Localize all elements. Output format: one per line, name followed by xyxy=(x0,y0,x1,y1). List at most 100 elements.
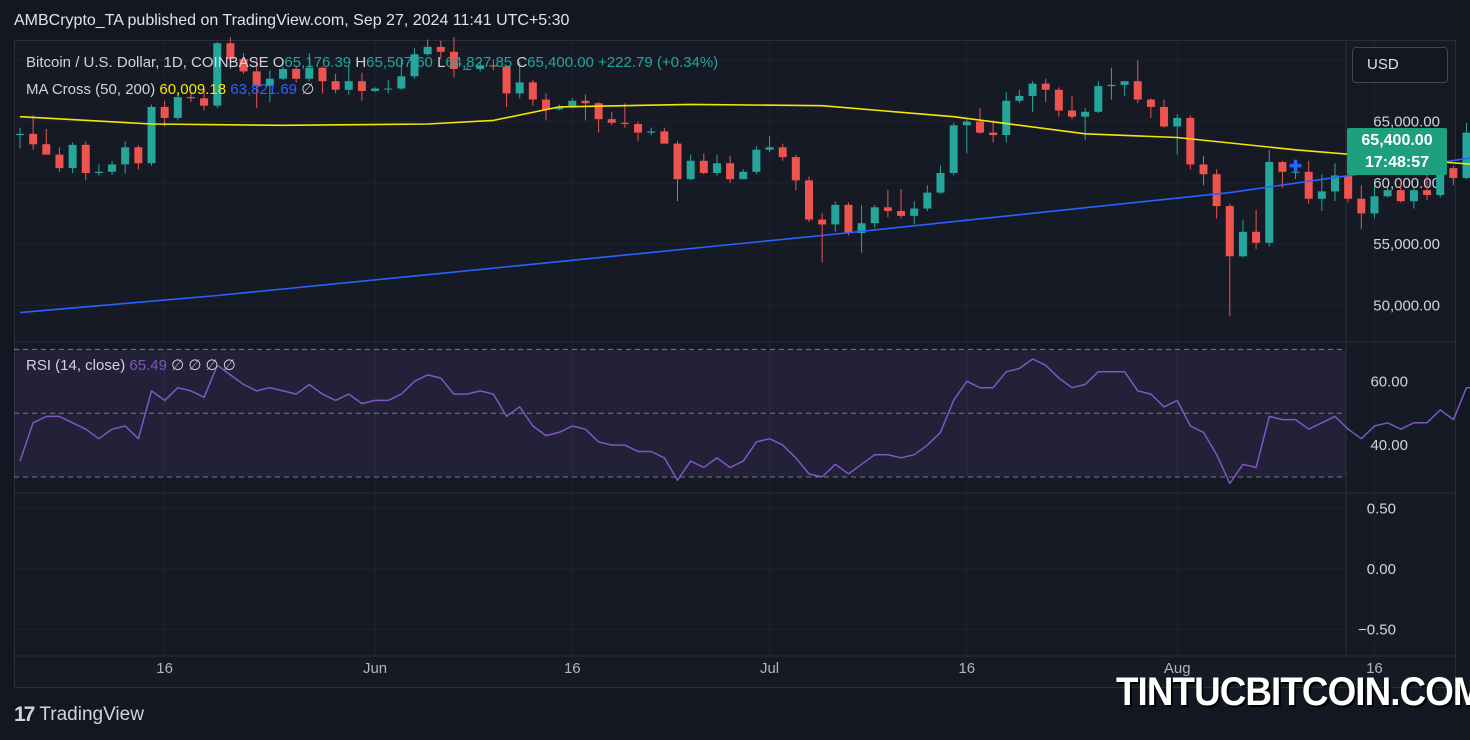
candle-body xyxy=(765,147,774,150)
candle-body xyxy=(292,68,301,79)
close-value: 65,400.00 xyxy=(527,54,594,71)
candle-body xyxy=(1212,174,1221,207)
candle-body xyxy=(344,81,353,90)
candle-countdown: 17:48:57 xyxy=(1364,154,1430,171)
candle-body xyxy=(739,171,748,180)
ma-legend[interactable]: MA Cross (50, 200) 60,009.18 63,821.69 ∅ xyxy=(26,80,314,98)
candle-body xyxy=(989,132,998,136)
symbol-legend[interactable]: Bitcoin / U.S. Dollar, 1D, COINBASE O 65,… xyxy=(26,54,718,71)
candle-body xyxy=(1462,132,1470,178)
candle-body xyxy=(331,81,340,90)
candle-body xyxy=(108,164,117,172)
candle-body xyxy=(962,121,971,126)
close-key: C xyxy=(516,54,528,71)
candle-body xyxy=(1331,175,1339,192)
candle-body xyxy=(1344,175,1353,199)
candle-body xyxy=(279,68,287,79)
candle-body xyxy=(423,46,432,55)
candle-body xyxy=(883,207,892,211)
candle-body xyxy=(686,160,695,180)
candle-body xyxy=(1278,162,1287,172)
candle-body xyxy=(16,133,24,136)
rsi-legend[interactable]: RSI (14, close) 65.49 ∅ ∅ ∅ ∅ xyxy=(26,356,236,374)
candle-body xyxy=(1199,164,1208,175)
x-tick-label: Jun xyxy=(363,660,387,677)
candle-body xyxy=(1449,168,1458,178)
candle-body xyxy=(134,147,143,164)
candle-body xyxy=(581,100,590,104)
candle-body xyxy=(449,51,458,69)
candle-body xyxy=(805,180,813,220)
candle-body xyxy=(1015,95,1024,101)
open-key: O xyxy=(272,54,285,71)
candle-body xyxy=(778,147,787,158)
candle-body xyxy=(647,131,656,133)
candle-body xyxy=(1383,190,1392,197)
low-value: 64,827.85 xyxy=(445,54,513,71)
candle-body xyxy=(200,98,209,106)
candle-body xyxy=(1423,190,1432,196)
candle-body xyxy=(502,66,511,94)
candle-body xyxy=(542,99,550,110)
candle-body xyxy=(29,133,38,145)
candle-body xyxy=(55,154,64,169)
change-value: +222.79 (+0.34%) xyxy=(598,54,719,71)
tradingview-logo[interactable]: 17 TradingView xyxy=(14,703,144,727)
candle-body xyxy=(173,97,182,118)
candle-body xyxy=(568,100,577,107)
rsi-line xyxy=(19,358,1470,485)
candle-body xyxy=(1291,171,1300,173)
candle-body xyxy=(515,82,524,94)
rsi-tick-label: 60.00 xyxy=(1370,373,1408,390)
tradingview-logo-text: TradingView xyxy=(39,704,144,725)
candle-body xyxy=(712,163,721,174)
candle-body xyxy=(384,88,393,90)
candle-body xyxy=(844,204,853,234)
candle-body xyxy=(357,81,366,91)
candle-body xyxy=(1146,99,1155,107)
tradingview-mark-icon: 17 xyxy=(14,703,35,726)
candle-body xyxy=(397,76,406,89)
ma-cross-marker-icon xyxy=(1289,159,1302,172)
candle-body xyxy=(1357,198,1366,214)
ma-label: MA Cross (50, 200) xyxy=(26,81,156,98)
candle-body xyxy=(1186,117,1195,165)
candle-body xyxy=(186,97,195,99)
candle-body xyxy=(910,208,919,216)
osc-tick-label: 0.00 xyxy=(1367,561,1396,578)
candle-body xyxy=(1436,168,1445,196)
candle-body xyxy=(1317,191,1326,199)
candle-body xyxy=(818,219,827,225)
rsi-label: RSI (14, close) xyxy=(26,357,126,374)
candle-body xyxy=(239,59,248,72)
candle-body xyxy=(68,144,77,169)
y-tick-label: 60,000.00 xyxy=(1373,175,1440,192)
candle-body xyxy=(318,67,327,82)
candle-body xyxy=(1160,106,1169,127)
candle-body xyxy=(791,157,800,181)
candle-body xyxy=(371,88,380,91)
x-tick-label: 16 xyxy=(958,660,975,677)
osc-tick-label: 0.50 xyxy=(1367,501,1396,518)
chart-frame[interactable] xyxy=(14,40,1456,688)
candle-body xyxy=(265,78,274,87)
candle-body xyxy=(1054,89,1063,111)
rsi-value: 65.49 xyxy=(129,357,167,374)
x-tick-label: Jul xyxy=(760,660,779,677)
candle-body xyxy=(1225,206,1234,257)
candle-body xyxy=(489,65,498,67)
ma-fast-line xyxy=(19,103,1470,165)
candle-body xyxy=(607,119,616,123)
candle-body xyxy=(594,103,603,120)
candle-body xyxy=(1396,190,1405,202)
symbol-title: Bitcoin / U.S. Dollar, 1D, COINBASE xyxy=(26,54,269,71)
currency-selector[interactable]: USD xyxy=(1352,47,1448,83)
candle-body xyxy=(160,106,169,118)
candle-body xyxy=(975,121,984,133)
candle-body xyxy=(1094,86,1103,112)
candle-body xyxy=(463,68,472,70)
candle-body xyxy=(94,171,103,174)
candle-body xyxy=(949,125,958,174)
candle-body xyxy=(923,192,932,209)
